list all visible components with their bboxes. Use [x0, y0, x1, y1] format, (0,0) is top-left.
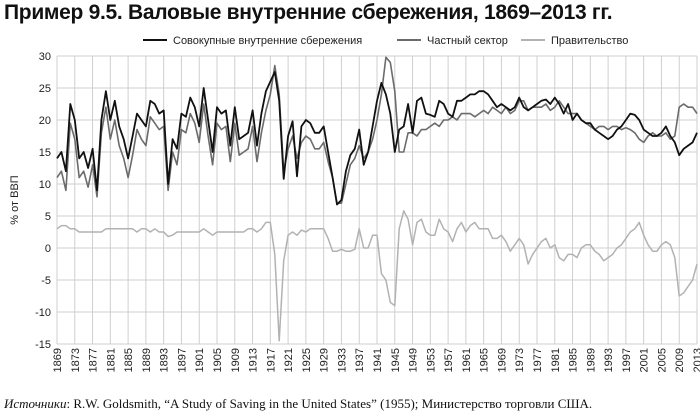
- source-label: Источники: [4, 396, 67, 411]
- y-tick-label: -10: [35, 307, 51, 319]
- y-tick-label: 0: [45, 243, 51, 255]
- x-tick-label: 1997: [621, 348, 633, 372]
- x-tick-label: 1881: [105, 348, 117, 372]
- x-tick-label: 2009: [674, 348, 686, 372]
- x-tick-label: 1961: [461, 348, 473, 372]
- x-tick-label: 2013: [692, 348, 700, 372]
- x-tick-label: 1917: [265, 348, 277, 372]
- y-tick-label: -5: [41, 275, 51, 287]
- x-tick-label: 1877: [88, 348, 100, 372]
- x-tick-label: 1873: [70, 348, 82, 372]
- x-tick-label: 1893: [159, 348, 171, 372]
- series-line-total: [56, 71, 698, 206]
- x-tick-label: 1901: [194, 348, 206, 372]
- y-tick-label: 30: [39, 51, 51, 63]
- y-tick-labels: 30 25 20 15 10 5 0 -5 -10 -15: [35, 51, 51, 351]
- series-lines: [56, 56, 698, 342]
- x-tick-label: 1925: [301, 348, 313, 372]
- x-tick-label: 1869: [52, 348, 64, 372]
- legend: Совокупные внутренние сбережения Частный …: [143, 35, 628, 47]
- y-tick-label: 25: [39, 83, 51, 95]
- y-tick-label: 20: [39, 115, 51, 127]
- y-tick-label: -15: [35, 339, 51, 351]
- legend-label-total: Совокупные внутренние сбережения: [173, 35, 362, 47]
- y-tick-label: 10: [39, 179, 51, 191]
- x-tick-label: 1933: [336, 348, 348, 372]
- x-tick-labels: 1869 1873 1877 1881 1885 1889 1893 1897 1901 1905…: [52, 348, 700, 372]
- series-line-government: [56, 210, 698, 342]
- x-tick-label: 1941: [372, 348, 384, 372]
- y-tick-label: 15: [39, 147, 51, 159]
- y-axis-label: % от ВВП: [9, 175, 21, 224]
- x-tick-label: 1977: [532, 348, 544, 372]
- y-tick-label: 5: [45, 211, 51, 223]
- x-tick-label: 1897: [176, 348, 188, 372]
- x-tick-label: 1953: [425, 348, 437, 372]
- legend-label-private: Частный сектор: [427, 35, 508, 47]
- source-note: Источники: R.W. Goldsmith, “A Study of S…: [4, 396, 592, 412]
- x-tick-label: 1945: [390, 348, 402, 372]
- x-tick-label: 1973: [514, 348, 526, 372]
- x-tick-label: 1965: [479, 348, 491, 372]
- x-tick-label: 1985: [568, 348, 580, 372]
- chart-title: Пример 9.5. Валовые внутренние сбережени…: [4, 1, 613, 24]
- x-tick-label: 1885: [123, 348, 135, 372]
- x-tick-label: 2005: [656, 348, 668, 372]
- x-tick-label: 1981: [550, 348, 562, 372]
- source-text: : R.W. Goldsmith, “A Study of Saving in …: [66, 396, 593, 411]
- legend-label-government: Правительство: [551, 35, 628, 47]
- x-tick-label: 1937: [354, 348, 366, 372]
- x-tick-label: 1905: [212, 348, 224, 372]
- x-tick-label: 1921: [283, 348, 295, 372]
- x-tick-label: 1913: [248, 348, 260, 372]
- x-tick-label: 1949: [408, 348, 420, 372]
- x-tick-label: 1993: [603, 348, 615, 372]
- series-line-private: [56, 56, 698, 204]
- x-tick-label: 1909: [230, 348, 242, 372]
- x-tick-label: 2001: [639, 348, 651, 372]
- x-tick-label: 1969: [496, 348, 508, 372]
- x-tick-label: 1989: [585, 348, 597, 372]
- x-tick-label: 1889: [141, 348, 153, 372]
- chart-svg: 30 25 20 15 10 5 0 -5 -10 -15 1869 1873 1877 1881 188…: [9, 35, 700, 372]
- x-tick-label: 1929: [319, 348, 331, 372]
- x-tick-label: 1957: [443, 348, 455, 372]
